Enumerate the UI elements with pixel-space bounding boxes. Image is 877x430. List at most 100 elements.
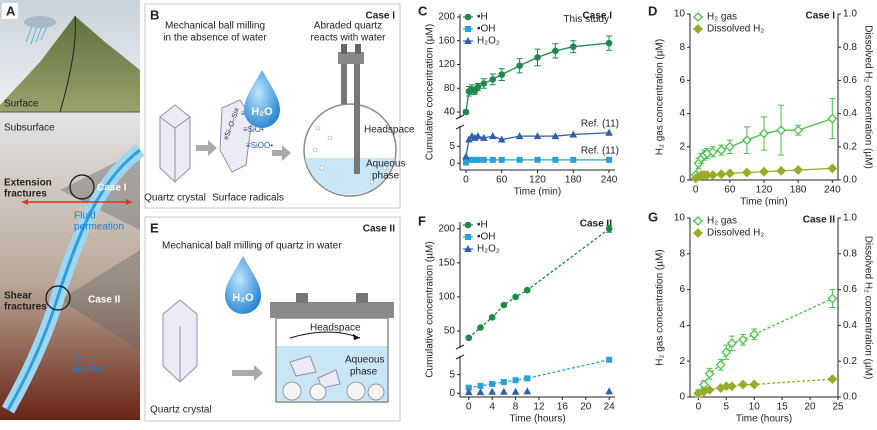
aqueous-phase xyxy=(305,158,395,195)
text: Headspace xyxy=(310,323,361,334)
rock-wedge xyxy=(60,250,140,350)
marker xyxy=(742,135,752,146)
y-tick-label: 0 xyxy=(449,388,455,399)
marker xyxy=(742,167,752,178)
axis-break xyxy=(455,114,465,120)
marker xyxy=(523,286,531,294)
legend-marker xyxy=(693,24,703,34)
annotation: This study xyxy=(563,14,609,25)
marker xyxy=(551,132,560,140)
cloud xyxy=(24,16,56,28)
y-tick-label: 80 xyxy=(444,83,456,94)
chart: 0 5 10 15 20 25 0 2 4 6 8 10 0.0 0.2 0.4 0.6 0.8 1.0 Time … xyxy=(648,209,873,424)
panel-e: E Case II Mechanical ball milling of qua… xyxy=(144,216,401,422)
marker xyxy=(776,165,786,176)
marker xyxy=(462,108,470,116)
marker xyxy=(477,382,484,389)
marker xyxy=(793,165,804,175)
y-tick-label: 4 xyxy=(679,108,685,119)
abraded-quartz xyxy=(219,99,253,173)
y-tick-label: 10 xyxy=(674,9,686,20)
marker xyxy=(738,334,748,345)
fluid-path xyxy=(6,148,141,411)
marker xyxy=(465,384,472,391)
legend-label: H₂ gas xyxy=(707,216,737,227)
y-tick-label: 0.0 xyxy=(843,392,857,403)
panel-b: B Case I Mechanical ball milling in the … xyxy=(144,3,415,209)
arrow xyxy=(196,140,217,156)
y-tick-label: 0.4 xyxy=(843,108,857,119)
marker xyxy=(716,169,727,180)
marker xyxy=(605,128,613,136)
y-tick-label: 0 xyxy=(679,175,685,186)
case-label: Case II xyxy=(803,215,835,226)
case-label: Case I xyxy=(366,11,396,22)
marker xyxy=(498,156,505,163)
marker xyxy=(524,375,531,382)
text: Abraded quartz xyxy=(314,21,382,32)
x-tick-label: 120 xyxy=(529,175,546,186)
marker xyxy=(523,387,532,395)
panel-a: A Surface Subsurface Extension fractures… xyxy=(0,0,145,420)
legend-label: H₂O₂ xyxy=(477,36,500,47)
chart: 0 60 120 180 240 0 2 4 6 8 10 0.0 0.2 0.4 0.6 0.8 1.0 Tim… xyxy=(648,3,873,207)
x-tick-label: 240 xyxy=(601,175,618,186)
panel-label: E xyxy=(150,220,159,235)
text: Mechanical ball milling xyxy=(165,21,265,32)
text: Case II xyxy=(88,295,120,306)
y-tick-label: 0.8 xyxy=(843,248,857,259)
legend-marker xyxy=(693,216,703,226)
marker xyxy=(827,293,838,304)
y-axis-label: H₂ gas concentration (µM) xyxy=(655,39,666,155)
text: Quartz crystal xyxy=(144,193,206,204)
marker xyxy=(489,156,496,163)
marker xyxy=(516,62,523,70)
marker xyxy=(488,387,496,395)
arrow xyxy=(232,365,263,381)
marker xyxy=(721,347,732,358)
panel-label: B xyxy=(150,7,159,22)
y-tick-label: 0.6 xyxy=(843,284,857,295)
x-axis-label: Time (min) xyxy=(514,187,561,198)
marker xyxy=(500,387,508,395)
marker xyxy=(474,156,481,163)
marker xyxy=(749,379,760,390)
marker xyxy=(533,132,542,140)
text: ≡SiO• xyxy=(243,125,264,134)
text: ≡SiOO• xyxy=(246,141,273,150)
x-tick-label: 20 xyxy=(805,402,817,413)
panel-label: F xyxy=(418,213,426,228)
text: phase xyxy=(350,367,378,378)
y-axis-label: Cumulative concentration (µM) xyxy=(425,241,436,377)
y-tick-label: 1.0 xyxy=(843,213,857,224)
marker xyxy=(605,225,613,233)
marker xyxy=(827,113,838,124)
marker xyxy=(465,334,473,342)
panel-label: D xyxy=(648,3,657,18)
legend-marker xyxy=(464,245,472,252)
marker xyxy=(704,384,715,395)
legend-label: •OH xyxy=(477,232,496,243)
marker xyxy=(827,374,838,385)
text: fractures xyxy=(4,302,47,313)
y-tick-label: 2 xyxy=(679,141,685,152)
text: Aqueous xyxy=(345,355,384,366)
text: fractures xyxy=(4,189,47,200)
axis-break xyxy=(455,354,465,360)
case-circle xyxy=(45,285,71,311)
marker xyxy=(570,156,577,163)
text: Subsurface xyxy=(4,123,55,134)
rain xyxy=(25,25,48,45)
marker xyxy=(477,324,484,331)
marker xyxy=(512,293,519,301)
marker xyxy=(489,76,497,83)
tube xyxy=(354,64,360,174)
marker xyxy=(498,71,506,78)
marker xyxy=(464,388,473,396)
marker xyxy=(476,388,485,396)
y-tick-label: 150 xyxy=(438,258,455,269)
y2-axis-label: Dissolved H₂ concentration (µM) xyxy=(862,236,873,380)
x-axis-label: Time (hours) xyxy=(736,414,792,425)
y-tick-label: 8 xyxy=(679,248,685,259)
